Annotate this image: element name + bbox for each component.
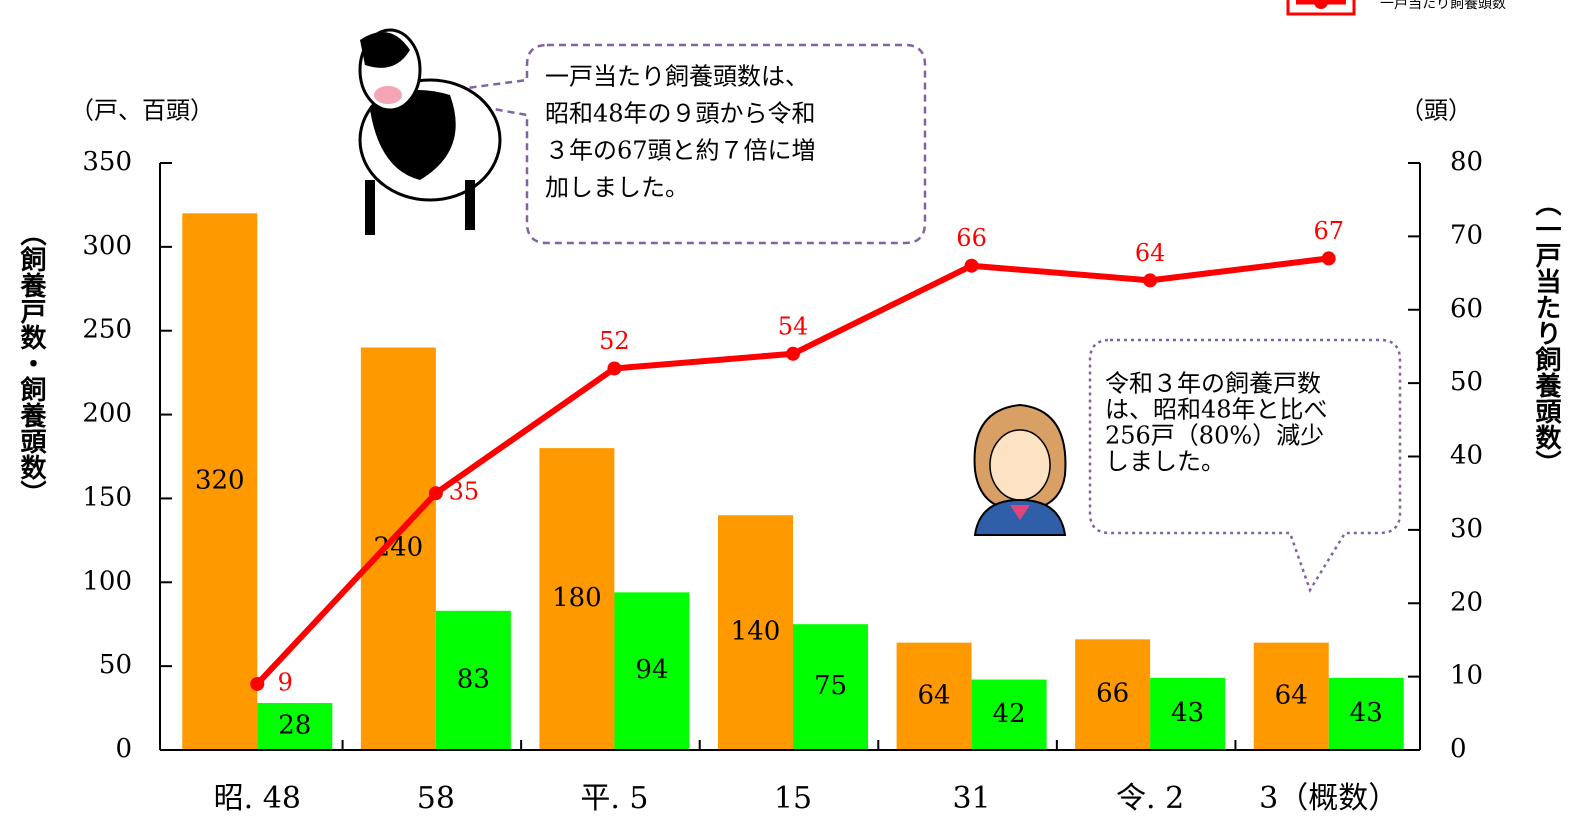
line-marker	[428, 486, 443, 501]
line-value-label: 54	[778, 312, 809, 340]
bar	[1075, 639, 1151, 750]
annotation-text: ３年の67頭と約７倍に増	[545, 137, 816, 165]
woman-illustration	[973, 403, 1067, 536]
bar-value-label: 94	[635, 655, 668, 685]
y-tick-label: 100	[82, 566, 132, 596]
bar-value-label: 66	[1096, 679, 1129, 709]
y2-tick-label: 40	[1450, 441, 1483, 471]
bar-value-label: 64	[918, 680, 951, 710]
y2-tick-label: 30	[1450, 514, 1483, 544]
bar	[360, 347, 436, 750]
bar-value-label: 64	[1275, 680, 1308, 710]
y2-tick-label: 0	[1450, 734, 1467, 764]
line-value-label: 9	[278, 668, 293, 696]
bar	[1253, 642, 1329, 750]
line-marker	[786, 346, 800, 361]
bar	[1150, 677, 1226, 750]
bar	[1328, 677, 1404, 750]
x-tick-label: 58	[417, 781, 455, 816]
y-tick-label: 150	[82, 482, 132, 512]
bar-value-label: 320	[195, 466, 245, 496]
callout-box	[414, 43, 927, 245]
line-value-label: 35	[449, 478, 480, 506]
line-value-label: 67	[1313, 217, 1344, 245]
bar	[182, 213, 258, 751]
y2-tick-label: 70	[1450, 220, 1483, 250]
x-tick-label: 昭. 48	[214, 781, 301, 816]
bar-value-label: 43	[1350, 698, 1383, 728]
x-tick-label: 31	[952, 781, 990, 816]
y2-tick-label: 10	[1450, 661, 1483, 691]
y-tick-label: 250	[82, 315, 132, 345]
line-marker	[1143, 273, 1158, 288]
bar-value-label: 75	[814, 671, 847, 701]
callout-box	[1088, 338, 1402, 593]
bar-value-label: 28	[278, 711, 311, 741]
bar-value-label: 180	[552, 583, 602, 613]
x-tick-label: 令. 2	[1116, 781, 1184, 816]
legend-marker	[1314, 0, 1328, 9]
y-tick-label: 0	[115, 734, 132, 764]
legend-label: 一戸当たり飼養頭数	[1380, 0, 1506, 12]
y2-tick-label: 20	[1450, 587, 1483, 617]
x-tick-label: 平. 5	[580, 781, 648, 816]
x-tick-label: 3（概数）	[1259, 781, 1398, 816]
bar	[971, 679, 1047, 750]
line-value-label: 52	[599, 327, 630, 355]
legend: 一戸当たり飼養頭数	[1286, 0, 1506, 16]
annotation-text: 一戸当たり飼養頭数は、	[545, 63, 809, 91]
y-tick-label: 350	[82, 147, 132, 177]
annotation-text: 昭和48年の９頭から令和	[545, 100, 816, 128]
y-unit: （戸、百頭）	[70, 97, 214, 125]
bar	[896, 642, 972, 750]
line-marker	[1321, 251, 1336, 266]
y2-axis-title: （一戸当たり飼養頭数）	[1531, 190, 1562, 476]
y2-unit: （頭）	[1400, 97, 1472, 125]
line-marker	[607, 361, 622, 376]
line-value-label: 66	[956, 224, 987, 252]
y2-tick-label: 50	[1450, 367, 1483, 397]
annotation-text: しました。	[1105, 448, 1225, 476]
bar	[539, 448, 615, 750]
y-axis-title: （飼養戸数・飼養頭数）	[16, 220, 47, 506]
annotation-text: 加しました。	[545, 174, 689, 202]
x-tick-label: 15	[774, 781, 812, 816]
bar-value-label: 83	[457, 664, 490, 694]
annotation-text: 256戸（80%）減少	[1105, 422, 1324, 450]
bar-value-label: 42	[993, 699, 1026, 729]
bar-value-label: 140	[731, 617, 781, 647]
y-tick-label: 200	[82, 399, 132, 429]
line-value-label: 64	[1135, 239, 1166, 267]
cow-illustration	[358, 28, 502, 235]
y2-tick-label: 80	[1450, 147, 1483, 177]
bar-value-label: 43	[1171, 698, 1204, 728]
bar	[614, 592, 690, 750]
line-marker	[250, 676, 265, 691]
bar	[718, 515, 793, 750]
y2-tick-label: 60	[1450, 294, 1483, 324]
bar	[435, 610, 511, 750]
line-marker	[964, 258, 979, 273]
annotation-text: 令和３年の飼養戸数	[1105, 370, 1321, 398]
annotation-text: は、昭和48年と比べ	[1105, 396, 1328, 424]
y-tick-label: 300	[82, 231, 132, 261]
bar	[793, 624, 868, 750]
bar	[257, 703, 333, 750]
y-tick-label: 50	[99, 650, 132, 680]
